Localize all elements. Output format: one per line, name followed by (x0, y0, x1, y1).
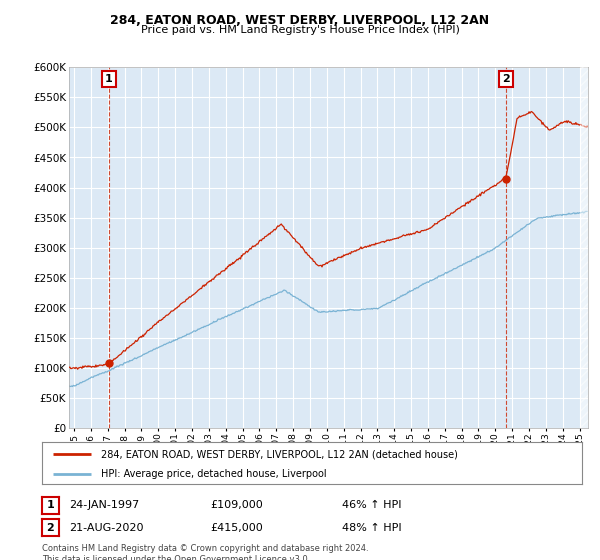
Text: 1: 1 (105, 74, 113, 84)
Text: 2: 2 (502, 74, 510, 84)
Text: 24-JAN-1997: 24-JAN-1997 (69, 500, 139, 510)
Text: Price paid vs. HM Land Registry's House Price Index (HPI): Price paid vs. HM Land Registry's House … (140, 25, 460, 35)
Text: 2: 2 (47, 522, 54, 533)
Text: 284, EATON ROAD, WEST DERBY, LIVERPOOL, L12 2AN: 284, EATON ROAD, WEST DERBY, LIVERPOOL, … (110, 14, 490, 27)
Text: 21-AUG-2020: 21-AUG-2020 (69, 522, 143, 533)
Text: £415,000: £415,000 (210, 522, 263, 533)
Text: 1: 1 (47, 500, 54, 510)
Text: 48% ↑ HPI: 48% ↑ HPI (342, 522, 401, 533)
Text: 284, EATON ROAD, WEST DERBY, LIVERPOOL, L12 2AN (detached house): 284, EATON ROAD, WEST DERBY, LIVERPOOL, … (101, 449, 458, 459)
Text: 46% ↑ HPI: 46% ↑ HPI (342, 500, 401, 510)
Text: £109,000: £109,000 (210, 500, 263, 510)
Text: Contains HM Land Registry data © Crown copyright and database right 2024.
This d: Contains HM Land Registry data © Crown c… (42, 544, 368, 560)
Text: HPI: Average price, detached house, Liverpool: HPI: Average price, detached house, Live… (101, 469, 327, 479)
